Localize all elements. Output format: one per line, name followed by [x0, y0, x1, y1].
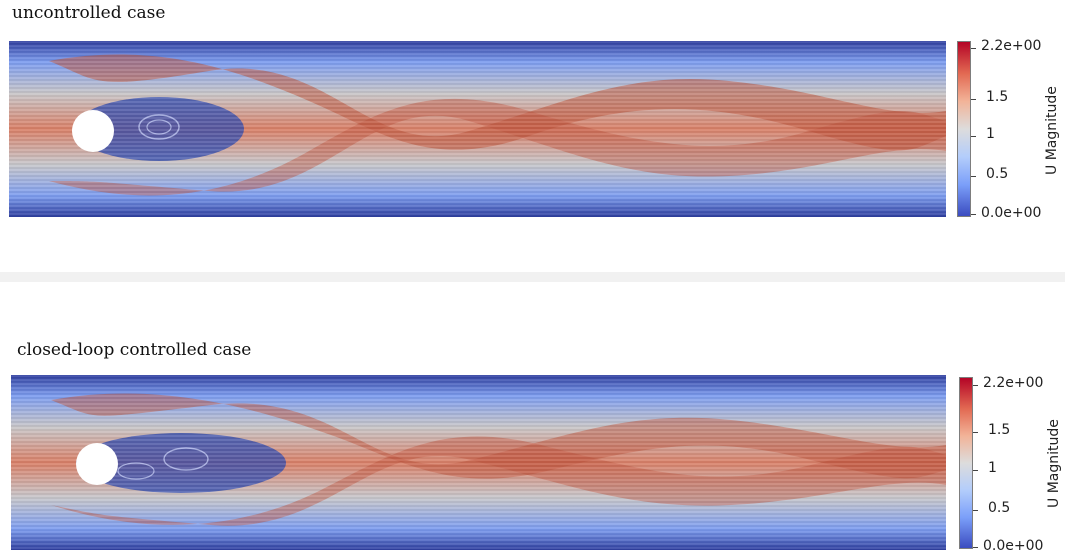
colorbar-tick: 0.5 [986, 166, 1009, 182]
colorbar-label: U Magnitude [1044, 86, 1060, 175]
flow-field-controlled [11, 375, 946, 550]
cylinder-obstacle [72, 110, 114, 152]
colorbar-tick: 1.5 [986, 89, 1009, 105]
panel-title-uncontrolled: uncontrolled case [12, 3, 166, 23]
colorbar-tick-max: 2.2e+00 [983, 375, 1044, 391]
colorbar-tick: 1.5 [988, 422, 1011, 438]
colorbar-controlled [959, 377, 973, 549]
cylinder-obstacle [76, 443, 118, 485]
colorbar-tick-max: 2.2e+00 [981, 38, 1042, 54]
colorbar-tick-min: 0.0e+00 [983, 538, 1044, 554]
flow-field-uncontrolled [9, 41, 946, 217]
colorbar-tick-min: 0.0e+00 [981, 205, 1042, 221]
velocity-streamline-image [9, 41, 946, 217]
colorbar-tick: 0.5 [988, 500, 1011, 516]
panel-title-controlled: closed-loop controlled case [17, 340, 252, 360]
colorbar-tick: 1 [986, 126, 995, 142]
colorbar-label: U Magnitude [1046, 419, 1062, 508]
colorbar-uncontrolled [957, 41, 971, 217]
colorbar-tick: 1 [988, 460, 997, 476]
panel-separator [0, 272, 1065, 282]
velocity-streamline-image [11, 375, 946, 550]
